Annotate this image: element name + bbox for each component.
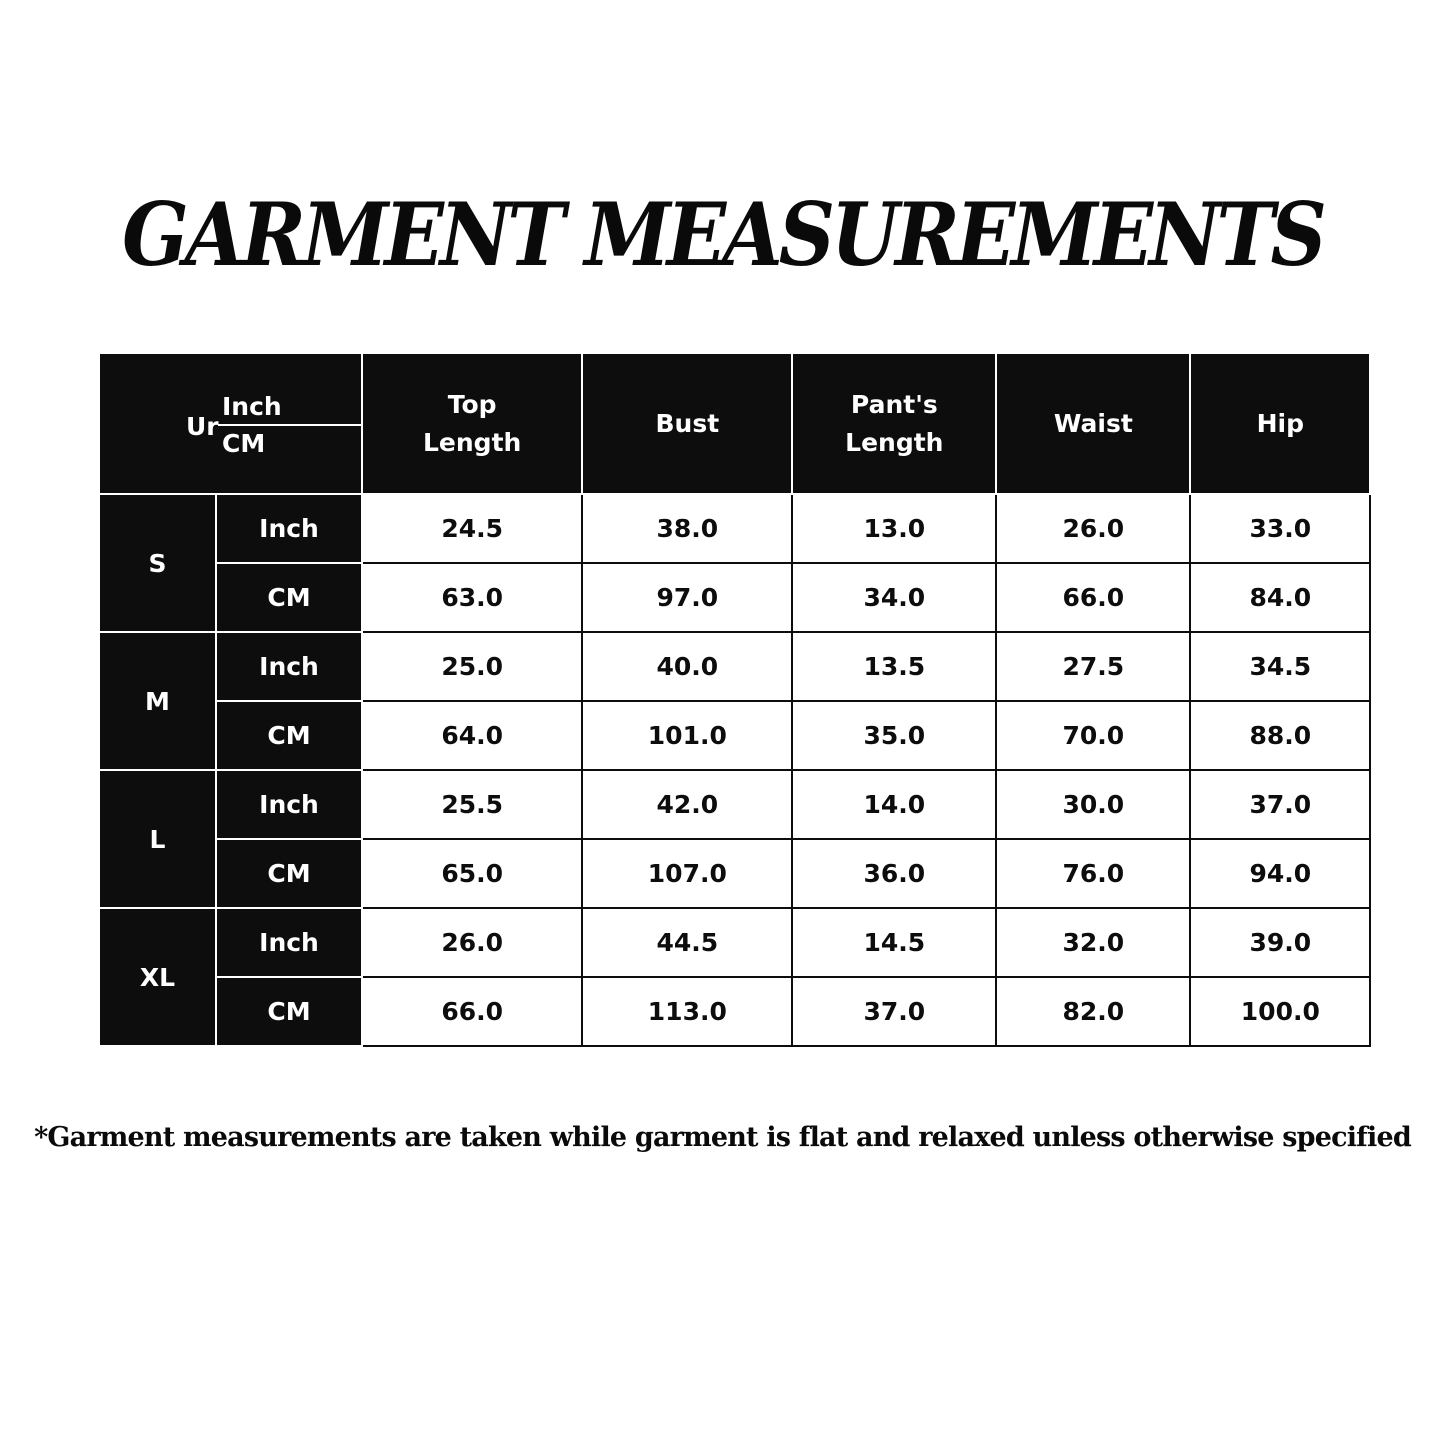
measurement-cell: 26.0 (995, 493, 1192, 564)
measurement-cell: 42.0 (581, 769, 794, 840)
table-row: XL Inch 26.0 44.5 14.5 32.0 39.0 (98, 907, 1372, 1047)
column-header: Hip (1189, 352, 1372, 495)
measurement-cell: 13.0 (791, 493, 998, 564)
size-label: M (98, 631, 217, 771)
measurement-cell: 27.5 (995, 631, 1192, 702)
measurement-cell: 84.0 (1189, 562, 1372, 633)
table-row: CM 64.0 101.0 35.0 70.0 88.0 (99, 700, 1372, 771)
unit-label: CM (215, 976, 363, 1047)
column-header: Pant's Length (791, 352, 998, 495)
measurement-cell: 36.0 (791, 838, 998, 909)
table-row: CM 66.0 113.0 37.0 82.0 100.0 (99, 976, 1372, 1047)
unit-label: Inch (215, 493, 363, 564)
measurement-cell: 66.0 (360, 976, 584, 1047)
measurement-cell: 30.0 (995, 769, 1192, 840)
unit-label: Inch (215, 631, 363, 702)
size-chart-table: Ur Inch CM Top Length Bust Pant's Length… (98, 352, 1372, 1047)
measurement-cell: 37.0 (791, 976, 998, 1047)
measurement-cell: 34.0 (791, 562, 998, 633)
page-title: GARMENT MEASUREMENTS (122, 184, 1327, 287)
table-row: CM 65.0 107.0 36.0 76.0 94.0 (99, 838, 1372, 909)
column-header: Waist (995, 352, 1192, 495)
measurement-cell: 34.5 (1189, 631, 1372, 702)
measurement-cell: 82.0 (995, 976, 1192, 1047)
table-row: M Inch 25.0 40.0 13.5 27.5 34.5 (98, 631, 1372, 771)
measurement-cell: 64.0 (360, 700, 584, 771)
measurement-cell: 101.0 (581, 700, 794, 771)
measurement-cell: 65.0 (360, 838, 584, 909)
measurement-cell: 76.0 (995, 838, 1192, 909)
measurement-cell: 66.0 (995, 562, 1192, 633)
measurement-cell: 33.0 (1189, 493, 1372, 564)
corner-unit-inch: Inch (222, 392, 282, 421)
measurement-cell: 107.0 (581, 838, 794, 909)
column-header: Top Length (360, 352, 584, 495)
measurement-cell: 37.0 (1189, 769, 1372, 840)
unit-label: CM (215, 700, 363, 771)
measurement-cell: 13.5 (791, 631, 998, 702)
size-label: L (98, 769, 217, 909)
unit-corner-cell: Ur Inch CM (98, 352, 363, 495)
measurement-cell: 14.5 (791, 907, 998, 978)
measurement-cell: 97.0 (581, 562, 794, 633)
measurement-cell: 94.0 (1189, 838, 1372, 909)
measurement-cell: 39.0 (1189, 907, 1372, 978)
measurement-cell: 26.0 (360, 907, 584, 978)
measurement-cell: 40.0 (581, 631, 794, 702)
table-row: S Inch 24.5 38.0 13.0 26.0 33.0 (98, 493, 1372, 633)
size-label: S (98, 493, 217, 633)
column-header: Bust (581, 352, 794, 495)
measurement-cell: 38.0 (581, 493, 794, 564)
unit-label: CM (215, 838, 363, 909)
footnote: *Garment measurements are taken while ga… (34, 1122, 1412, 1153)
measurement-cell: 14.0 (791, 769, 998, 840)
measurement-cell: 25.5 (360, 769, 584, 840)
corner-divider (218, 424, 361, 426)
measurement-cell: 70.0 (995, 700, 1192, 771)
measurement-cell: 44.5 (581, 907, 794, 978)
header-row: Ur Inch CM Top Length Bust Pant's Length… (98, 352, 1372, 495)
measurement-cell: 63.0 (360, 562, 584, 633)
unit-label: CM (215, 562, 363, 633)
measurement-cell: 24.5 (360, 493, 584, 564)
measurement-cell: 32.0 (995, 907, 1192, 978)
table-row: CM 63.0 97.0 34.0 66.0 84.0 (99, 562, 1372, 633)
measurement-cell: 25.0 (360, 631, 584, 702)
measurement-cell: 88.0 (1189, 700, 1372, 771)
corner-label: Ur (186, 412, 219, 441)
size-label: XL (98, 907, 217, 1047)
measurement-cell: 100.0 (1189, 976, 1372, 1047)
corner-unit-cm: CM (222, 429, 266, 458)
measurement-cell: 35.0 (791, 700, 998, 771)
unit-label: Inch (215, 907, 363, 978)
unit-label: Inch (215, 769, 363, 840)
measurement-cell: 113.0 (581, 976, 794, 1047)
table-row: L Inch 25.5 42.0 14.0 30.0 37.0 (98, 769, 1372, 909)
